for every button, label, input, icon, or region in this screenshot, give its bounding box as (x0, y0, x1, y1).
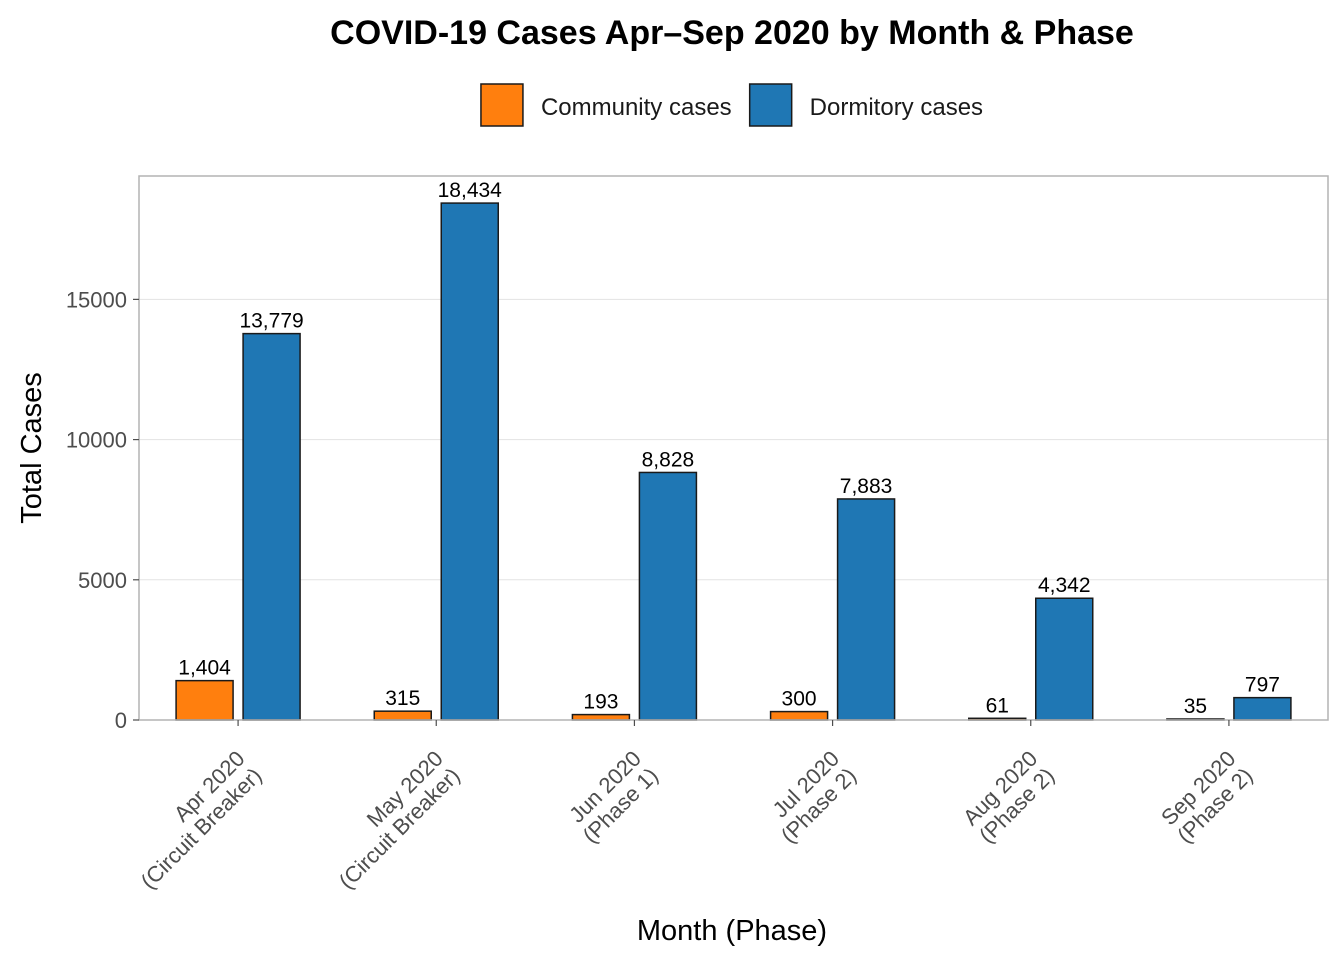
legend-item-community-cases: Community cases (480, 83, 732, 127)
y-axis-title: Total Cases (16, 372, 48, 524)
x-tick-label: May 2020(Circuit Breaker) (317, 746, 465, 894)
legend-item-dormitory-cases: Dormitory cases (748, 83, 983, 127)
x-tick-label: Jul 2020(Phase 2) (759, 746, 861, 848)
bar-community-cases-3 (571, 713, 631, 721)
data-label-community-cases-4: 300 (782, 688, 817, 711)
y-tick-label: 10000 (66, 428, 127, 453)
x-tick-label: Apr 2020(Circuit Breaker) (119, 746, 267, 894)
y-axis: 0 5000 10000 15000 (66, 287, 139, 733)
legend-swatch (480, 83, 524, 127)
y-tick-label: 5000 (78, 568, 127, 593)
bar-dormitory-cases-2 (440, 202, 499, 721)
plot-frame (138, 175, 1329, 721)
data-label-community-cases-3: 193 (583, 691, 618, 714)
data-label-dormitory-cases-6: 797 (1245, 674, 1280, 697)
x-axis: Apr 2020(Circuit Breaker) May 2020(Circui… (119, 720, 1257, 894)
data-label-dormitory-cases-1: 13,779 (239, 310, 303, 333)
bar-community-cases-1 (175, 679, 234, 721)
data-label-dormitory-cases-5: 4,342 (1038, 574, 1091, 597)
legend: Community cases Dormitory cases (480, 83, 983, 127)
chart-title: COVID-19 Cases Apr–Sep 2020 by Month & P… (330, 14, 1134, 52)
y-tick-label: 0 (115, 708, 127, 733)
data-label-community-cases-2: 315 (385, 687, 420, 710)
x-tick-label: Aug 2020(Phase 2) (957, 746, 1059, 848)
x-tick-label: Jun 2020(Phase 1) (561, 746, 663, 848)
data-labels: 1,404 13,779 315 18,434 193 8,828 300 7,883 61 4,… (178, 179, 1280, 718)
bar-dormitory-cases-4 (836, 498, 896, 721)
legend-label: Dormitory cases (810, 94, 983, 121)
legend-swatch (748, 83, 793, 127)
data-label-community-cases-6: 35 (1184, 695, 1207, 718)
x-axis-title: Month (Phase) (637, 915, 827, 947)
bar-community-cases-2 (373, 710, 432, 721)
bar-dormitory-cases-1 (242, 332, 301, 721)
gridlines (139, 298, 1328, 581)
data-label-dormitory-cases-3: 8,828 (642, 448, 695, 471)
bars (175, 202, 1292, 721)
bar-dormitory-cases-6 (1233, 696, 1292, 721)
x-tick-label: Sep 2020(Phase 2) (1155, 746, 1257, 848)
bar-dormitory-cases-3 (638, 471, 698, 721)
bar-community-cases-4 (769, 710, 829, 721)
data-label-community-cases-5: 61 (986, 694, 1009, 717)
bar-dormitory-cases-5 (1035, 597, 1094, 721)
data-label-community-cases-1: 1,404 (178, 657, 231, 680)
y-tick-label: 15000 (66, 287, 127, 312)
data-label-dormitory-cases-2: 18,434 (438, 179, 503, 202)
legend-label: Community cases (541, 94, 732, 121)
data-label-dormitory-cases-4: 7,883 (840, 475, 893, 498)
